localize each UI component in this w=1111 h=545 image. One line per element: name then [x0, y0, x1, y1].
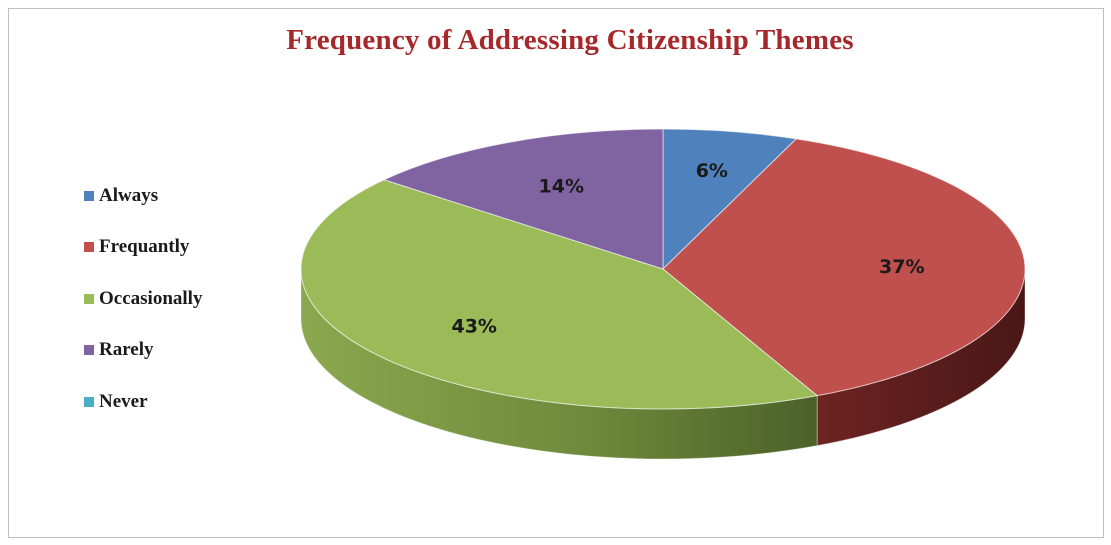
chart-legend: Always Frequantly Occasionally Rarely Ne…	[84, 170, 284, 428]
legend-label: Never	[99, 390, 148, 412]
legend-item-never: Never	[84, 376, 284, 428]
legend-item-occasionally: Occasionally	[84, 273, 284, 325]
pie-slice-rarely	[382, 128, 664, 270]
legend-label: Occasionally	[99, 287, 203, 309]
legend-swatch	[84, 242, 94, 253]
pie-slice-occasionally	[300, 179, 819, 410]
legend-item-frequantly: Frequantly	[84, 222, 284, 274]
legend-swatch	[84, 190, 94, 201]
legend-swatch	[84, 293, 94, 304]
legend-label: Rarely	[99, 339, 154, 361]
data-label-rarely: 14%	[539, 175, 584, 197]
data-label-always: 6%	[696, 160, 728, 182]
data-label-occasionally: 43%	[451, 316, 496, 338]
legend-swatch	[84, 345, 94, 356]
legend-item-rarely: Rarely	[84, 325, 284, 377]
pie-labels: 6% 37% 43% 14%	[451, 160, 924, 338]
pie-slice-frequantly	[662, 138, 1026, 397]
pie-slice-always	[662, 128, 798, 271]
legend-label: Always	[99, 184, 159, 206]
legend-label: Frequantly	[99, 236, 190, 258]
legend-item-always: Always	[84, 170, 284, 222]
chart-title: Frequency of Addressing Citizenship Them…	[286, 24, 854, 56]
data-label-frequantly: 37%	[879, 256, 924, 278]
pie-tops	[300, 128, 1026, 410]
legend-swatch	[84, 396, 94, 407]
